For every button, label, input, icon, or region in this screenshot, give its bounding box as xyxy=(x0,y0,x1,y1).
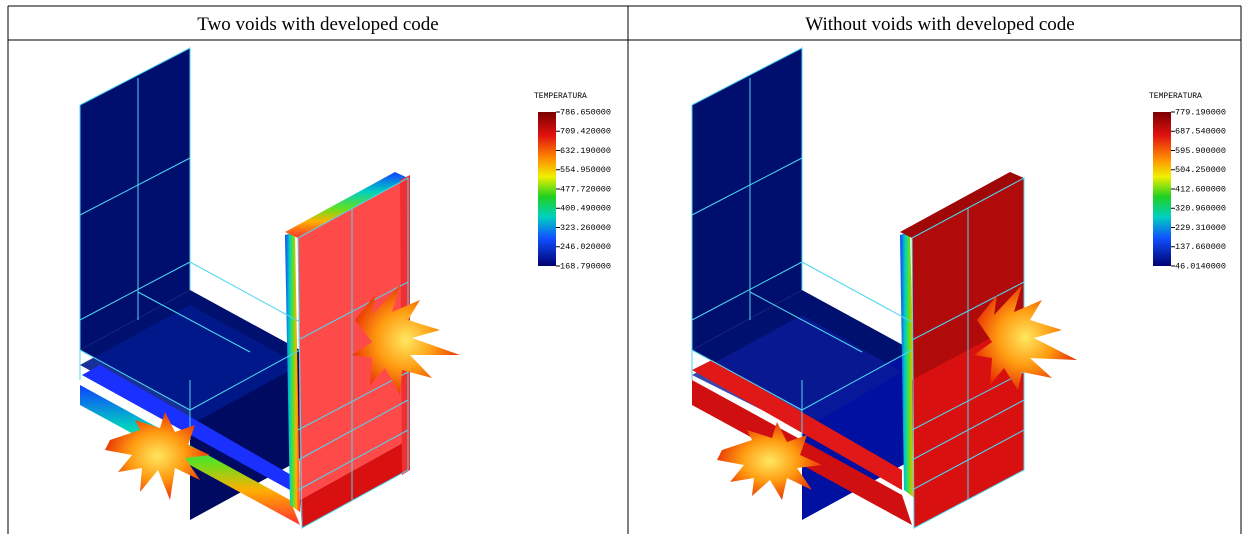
legend-label: 709.420000 xyxy=(560,127,611,137)
model-render xyxy=(80,48,460,528)
legend-label: 554.950000 xyxy=(560,165,611,175)
legend-label: 412.600000 xyxy=(1175,184,1226,194)
legend-label: 786.650000 xyxy=(560,107,611,117)
panel-header: Two voids with developed code xyxy=(197,14,438,35)
legend-label: 46.0140000 xyxy=(1175,261,1226,271)
legend-label: 229.310000 xyxy=(1175,223,1226,233)
legend-title: TEMPERATURA xyxy=(534,92,587,101)
legend-title: TEMPERATURA xyxy=(1149,92,1202,101)
legends: TEMPERATURA 786.650000 709.420000 632.19000… xyxy=(534,92,1226,271)
legend-label: 137.660000 xyxy=(1175,242,1226,252)
legend-label: 504.250000 xyxy=(1175,165,1226,175)
legend-label: 687.540000 xyxy=(1175,127,1226,137)
color-bar xyxy=(538,112,556,266)
panel-header: Without voids with developed code xyxy=(805,14,1074,35)
legend-label: 323.260000 xyxy=(560,223,611,233)
legend-label: 595.900000 xyxy=(1175,146,1226,156)
legend-label: 632.190000 xyxy=(560,146,611,156)
figure: Two voids with developed code Without vo… xyxy=(0,0,1249,534)
model-render xyxy=(692,48,1077,528)
legend-label: 168.790000 xyxy=(560,261,611,271)
legend-label: 779.190000 xyxy=(1175,107,1226,117)
legend-label: 246.020000 xyxy=(560,242,611,252)
legend-label: 477.720000 xyxy=(560,184,611,194)
color-bar xyxy=(1153,112,1171,266)
legend-label: 320.960000 xyxy=(1175,204,1226,214)
legend-label: 400.490000 xyxy=(560,204,611,214)
